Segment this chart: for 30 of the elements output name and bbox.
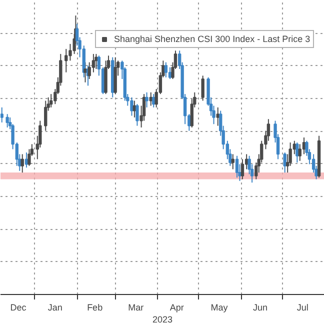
- x-tick-label: Jun: [252, 302, 268, 312]
- x-tick-label: May: [210, 302, 228, 312]
- candlestick: [20, 154, 24, 174]
- x-tick-label: Jul: [296, 302, 308, 312]
- x-tick-label: Feb: [87, 302, 103, 312]
- x-tick-label: Dec: [10, 302, 27, 312]
- x-tick-label: Apr: [170, 302, 184, 312]
- candlestick: [94, 53, 98, 70]
- legend-label: Shanghai Shenzhen CSI 300 Index - Last Price 3: [114, 34, 310, 44]
- candlestick: [240, 158, 244, 180]
- x-tick-label: Jan: [48, 302, 62, 312]
- candlestick: [44, 100, 48, 132]
- candlestick: [296, 142, 299, 164]
- candlestick: [136, 104, 139, 126]
- candlestick: [231, 154, 234, 170]
- candlestick: [0, 106, 4, 123]
- candlestick: [64, 48, 68, 73]
- candlestick: [130, 96, 134, 116]
- x-axis-title: 2023: [152, 314, 173, 324]
- candlestick: [164, 62, 168, 78]
- candlestick: [235, 155, 239, 178]
- candlestick: [6, 114, 9, 128]
- candlestick: [298, 144, 302, 162]
- candlestick: [145, 92, 148, 108]
- candlestick: [49, 94, 53, 108]
- candlestick: [283, 152, 286, 174]
- candlestick: [201, 75, 204, 102]
- candlestick: [92, 53, 96, 73]
- candlestick: [152, 94, 156, 108]
- x-tick-label: Mar: [128, 302, 144, 312]
